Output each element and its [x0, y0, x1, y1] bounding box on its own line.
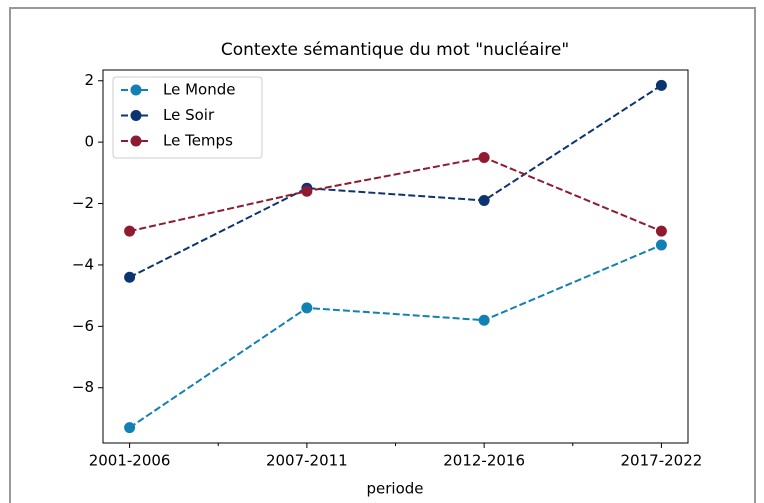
y-tick-label: 2 [84, 71, 94, 89]
y-tick-label: −8 [72, 378, 94, 396]
data-point [478, 194, 490, 206]
frame [9, 7, 756, 503]
legend-label: Le Soir [163, 106, 215, 124]
y-tick-label: −6 [72, 317, 94, 335]
x-axis-label: periode [366, 480, 423, 498]
series-line [129, 244, 662, 429]
x-tick-label: 2012-2016 [443, 452, 525, 470]
legend-marker [130, 84, 142, 96]
legend-marker [130, 135, 142, 147]
series-line [129, 156, 662, 233]
x-tick-label: 2007-2011 [266, 452, 348, 470]
legend-box [112, 76, 263, 159]
data-point [124, 271, 136, 283]
legend-marker [130, 110, 142, 121]
legend-label: Le Temps [163, 132, 233, 150]
y-tick-label: −4 [72, 255, 94, 273]
chart-title: Contexte sémantique du mot "nucléaire" [221, 40, 569, 60]
data-point [124, 225, 136, 237]
data-point [655, 239, 667, 251]
data-point [655, 79, 667, 91]
x-tick-label: 2001-2006 [89, 452, 171, 470]
data-point [301, 302, 313, 314]
data-point [478, 314, 490, 326]
y-tick-label: 0 [84, 133, 94, 151]
series-line [129, 84, 662, 279]
x-tick-label: 2017-2022 [621, 452, 703, 470]
data-point [124, 422, 136, 434]
y-tick-label: −2 [72, 194, 94, 212]
data-point [301, 185, 313, 197]
legend-label: Le Monde [163, 81, 235, 99]
data-point [655, 225, 667, 237]
data-point [478, 151, 490, 163]
